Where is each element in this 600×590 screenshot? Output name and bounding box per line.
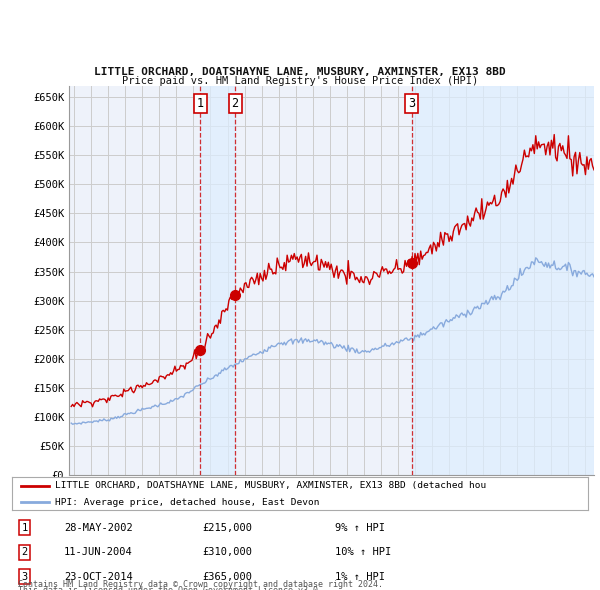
- Text: LITTLE ORCHARD, DOATSHAYNE LANE, MUSBURY, AXMINSTER, EX13 8BD: LITTLE ORCHARD, DOATSHAYNE LANE, MUSBURY…: [94, 67, 506, 77]
- Text: 3: 3: [408, 97, 415, 110]
- Text: £215,000: £215,000: [202, 523, 252, 533]
- Text: 28-MAY-2002: 28-MAY-2002: [64, 523, 133, 533]
- Text: 1% ↑ HPI: 1% ↑ HPI: [335, 572, 385, 582]
- Text: Contains HM Land Registry data © Crown copyright and database right 2024.: Contains HM Land Registry data © Crown c…: [18, 580, 383, 589]
- Text: 2: 2: [22, 547, 28, 557]
- Text: 10% ↑ HPI: 10% ↑ HPI: [335, 547, 391, 557]
- Text: 9% ↑ HPI: 9% ↑ HPI: [335, 523, 385, 533]
- Bar: [412, 86, 594, 475]
- Text: Price paid vs. HM Land Registry's House Price Index (HPI): Price paid vs. HM Land Registry's House …: [122, 76, 478, 86]
- Text: £365,000: £365,000: [202, 572, 252, 582]
- Text: £310,000: £310,000: [202, 547, 252, 557]
- Text: LITTLE ORCHARD, DOATSHAYNE LANE, MUSBURY, AXMINSTER, EX13 8BD (detached hou: LITTLE ORCHARD, DOATSHAYNE LANE, MUSBURY…: [55, 481, 487, 490]
- Text: This data is licensed under the Open Government Licence v3.0.: This data is licensed under the Open Gov…: [18, 586, 323, 590]
- Text: 3: 3: [22, 572, 28, 582]
- Bar: [200, 86, 235, 475]
- Text: 1: 1: [22, 523, 28, 533]
- Text: HPI: Average price, detached house, East Devon: HPI: Average price, detached house, East…: [55, 497, 320, 507]
- Text: 11-JUN-2004: 11-JUN-2004: [64, 547, 133, 557]
- Text: 1: 1: [197, 97, 204, 110]
- Text: 23-OCT-2014: 23-OCT-2014: [64, 572, 133, 582]
- Text: 2: 2: [232, 97, 239, 110]
